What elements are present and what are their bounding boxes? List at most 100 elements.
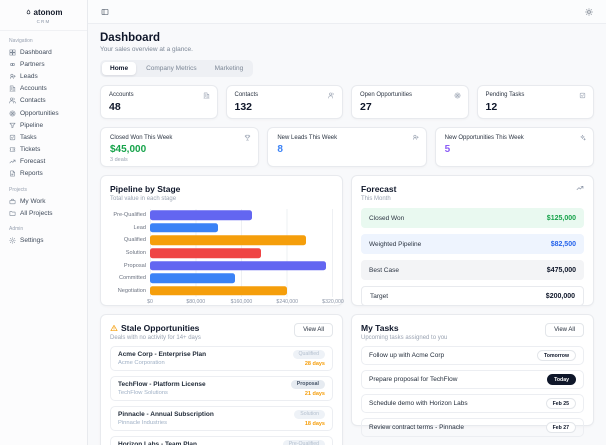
brand-badge: CRM bbox=[36, 19, 51, 24]
sidebar-nav: Navigation Dashboard Partners Leads Acco… bbox=[0, 31, 87, 247]
nav-section-label: Projects bbox=[9, 187, 28, 194]
chart-tick-label: $240,000 bbox=[276, 299, 299, 306]
trophy-icon bbox=[245, 134, 251, 141]
user-plus-icon bbox=[412, 134, 419, 140]
check-square-icon bbox=[579, 92, 586, 99]
stage-badge: Solution bbox=[294, 409, 325, 419]
stat-value: 8 bbox=[277, 144, 283, 155]
chart-bar bbox=[150, 286, 287, 296]
stale-days: 28 days bbox=[304, 361, 325, 368]
opportunity-company: TechFlow Solutions bbox=[118, 390, 168, 396]
stat-value: $45,000 bbox=[110, 144, 147, 155]
panel-title: Stale Opportunities bbox=[121, 323, 200, 333]
chart-category-label: Solution bbox=[125, 250, 146, 257]
stat-card-new-leads-week: New Leads This Week 8 bbox=[267, 127, 427, 167]
warning-triangle-icon bbox=[110, 325, 118, 331]
tasks-view-all-button[interactable]: View All bbox=[545, 323, 584, 337]
user-plus-icon bbox=[10, 73, 16, 79]
chart-track bbox=[150, 221, 333, 235]
sidebar-item-my-work[interactable]: My Work bbox=[0, 195, 87, 207]
chart-track bbox=[150, 271, 333, 285]
chart-category-label: Proposal bbox=[123, 262, 146, 269]
stale-view-all-button[interactable]: View All bbox=[294, 323, 333, 337]
forecast-value: $82,500 bbox=[550, 240, 576, 248]
sidebar-item-tickets[interactable]: Tickets bbox=[0, 144, 87, 156]
target-icon bbox=[454, 92, 460, 99]
stat-card-contacts: Contacts 132 bbox=[225, 85, 343, 119]
sidebar-item-forecast[interactable]: Forecast bbox=[0, 156, 87, 168]
stat-card-open-opportunities: Open Opportunities 27 bbox=[351, 85, 469, 119]
sidebar-item-opportunities[interactable]: Opportunities bbox=[0, 107, 87, 119]
page-subtitle: Your sales overview at a glance. bbox=[100, 46, 193, 53]
task-title: Review contract terms - Pinnacle bbox=[369, 424, 465, 431]
task-row[interactable]: Review contract terms - Pinnacle Feb 27 bbox=[361, 418, 584, 437]
panel-title: Forecast bbox=[361, 184, 397, 194]
chart-track bbox=[150, 209, 333, 222]
chart-tick-label: $80,000 bbox=[186, 299, 206, 306]
nav-section-label: Admin bbox=[9, 226, 24, 233]
chart-bar bbox=[150, 260, 327, 271]
opportunity-name: Pinnacle - Annual Subscription bbox=[118, 411, 214, 418]
topbar bbox=[88, 0, 606, 24]
tab-marketing[interactable]: Marketing bbox=[207, 62, 252, 75]
stale-days: 21 days bbox=[304, 391, 325, 398]
task-title: Schedule demo with Horizon Labs bbox=[369, 400, 468, 407]
panel-subtitle: Deals with no activity for 14+ days bbox=[110, 335, 201, 341]
sidebar-item-accounts[interactable]: Accounts bbox=[0, 83, 87, 95]
chart-track bbox=[150, 284, 333, 298]
forecast-label: Target bbox=[370, 292, 389, 300]
task-row[interactable]: Prepare proposal for TechFlow Today bbox=[361, 370, 584, 389]
stat-card-closed-won-week: Closed Won This Week $45,000 3 deals bbox=[100, 127, 260, 167]
stale-opportunity-row[interactable]: Pinnacle - Annual Subscription Pinnacle … bbox=[110, 406, 333, 431]
task-row[interactable]: Schedule demo with Horizon Labs Feb 25 bbox=[361, 394, 584, 413]
sidebar: atonom CRM Navigation Dashboard Partners… bbox=[0, 0, 88, 445]
due-badge: Today bbox=[547, 374, 576, 385]
task-row[interactable]: Follow up with Acme Corp Tomorrow bbox=[361, 346, 584, 365]
handshake-icon bbox=[10, 62, 15, 66]
sun-icon bbox=[585, 7, 593, 16]
chart-category-label: Lead bbox=[133, 224, 146, 231]
due-badge: Feb 27 bbox=[545, 422, 576, 433]
sidebar-item-contacts[interactable]: Contacts bbox=[0, 95, 87, 107]
sidebar-item-reports[interactable]: Reports bbox=[0, 168, 87, 180]
sidebar-item-all-projects[interactable]: All Projects bbox=[0, 207, 87, 219]
stale-opportunity-row[interactable]: TechFlow - Platform License TechFlow Sol… bbox=[110, 376, 333, 401]
stat-label: Open Opportunities bbox=[360, 92, 413, 98]
sidebar-item-settings[interactable]: Settings bbox=[0, 234, 87, 246]
forecast-value: $125,000 bbox=[546, 214, 576, 222]
chart-track bbox=[150, 259, 333, 272]
pipeline-by-stage-panel: Pipeline by Stage Total value in each st… bbox=[100, 175, 344, 306]
sidebar-item-partners[interactable]: Partners bbox=[0, 58, 87, 70]
tab-home[interactable]: Home bbox=[102, 62, 137, 75]
gear-icon bbox=[9, 237, 16, 244]
grid-icon bbox=[9, 49, 16, 56]
opportunity-name: Acme Corp - Enterprise Plan bbox=[118, 351, 207, 358]
chart-track bbox=[150, 234, 333, 247]
sidebar-toggle-button[interactable] bbox=[99, 6, 111, 18]
sidebar-item-dashboard[interactable]: Dashboard bbox=[0, 46, 87, 58]
tab-company-metrics[interactable]: Company Metrics bbox=[138, 62, 205, 75]
stale-opportunity-row[interactable]: Horizon Labs - Team Plan Horizon Labs Pr… bbox=[110, 436, 333, 445]
due-badge: Feb 25 bbox=[545, 398, 576, 409]
sidebar-item-leads[interactable]: Leads bbox=[0, 70, 87, 82]
sidebar-item-pipeline[interactable]: Pipeline bbox=[0, 119, 87, 131]
sidebar-item-tasks[interactable]: Tasks bbox=[0, 131, 87, 143]
check-square-icon bbox=[9, 134, 16, 141]
ticket-icon bbox=[9, 147, 16, 152]
opportunity-company: Pinnacle Industries bbox=[118, 420, 167, 426]
opportunity-name: Horizon Labs - Team Plan bbox=[118, 441, 197, 445]
trending-up-icon bbox=[9, 160, 16, 164]
panel-left-icon bbox=[101, 8, 109, 15]
stale-opportunity-row[interactable]: Acme Corp - Enterprise Plan Acme Corpora… bbox=[110, 346, 333, 371]
panel-title: My Tasks bbox=[361, 323, 399, 333]
target-icon bbox=[9, 110, 16, 116]
brand-logo-flame-icon bbox=[26, 9, 30, 15]
stat-subtext: 3 deals bbox=[110, 157, 128, 163]
bottom-panels-row: Stale Opportunities Deals with no activi… bbox=[100, 314, 594, 445]
forecast-row-closed-won: Closed Won $125,000 bbox=[361, 208, 584, 228]
theme-toggle-button[interactable] bbox=[583, 6, 595, 18]
stat-card-accounts: Accounts 48 bbox=[100, 85, 218, 119]
chart-category-label: Committed bbox=[118, 275, 146, 282]
weekly-cards-row: Closed Won This Week $45,000 3 deals New… bbox=[100, 127, 594, 167]
